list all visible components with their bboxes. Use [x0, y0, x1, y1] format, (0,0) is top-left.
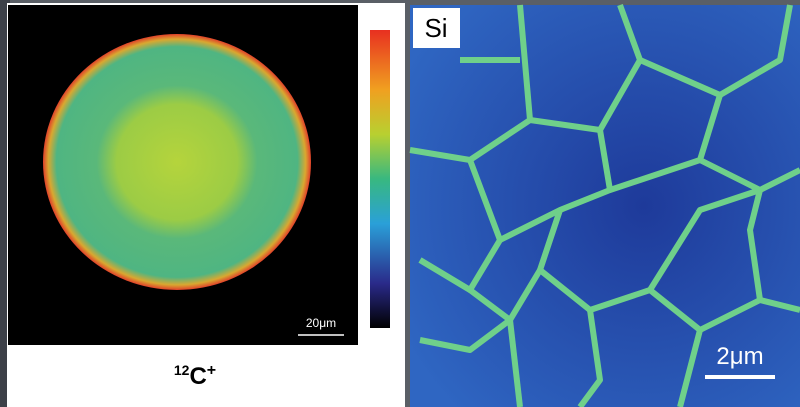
page: 20μm 12C+ Si 2μm (() => { const data = J…: [0, 0, 800, 407]
figure: 20μm 12C+ Si 2μm: [0, 0, 800, 407]
element: C: [189, 363, 206, 390]
scale-label: 20μm: [306, 316, 336, 330]
mass-number: 12: [174, 362, 190, 378]
color-bar: [370, 30, 390, 328]
element-label: Si: [424, 13, 447, 43]
carbon-disk: [43, 34, 311, 290]
charge: +: [207, 362, 216, 379]
scale-label: 2μm: [716, 343, 763, 370]
